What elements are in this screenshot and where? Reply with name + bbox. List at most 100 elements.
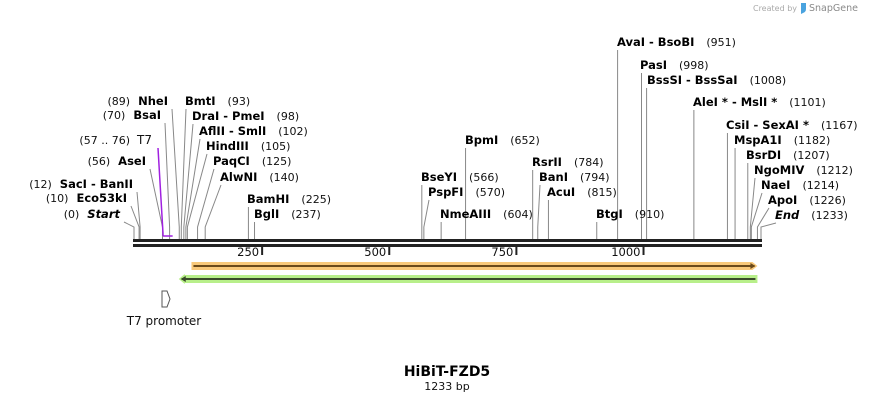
credit-prefix: Created by bbox=[753, 4, 797, 13]
ruler-tick bbox=[261, 247, 264, 255]
site-position: (1212) bbox=[816, 164, 853, 177]
arrow-left-icon bbox=[180, 276, 186, 282]
site-aflii-smli[interactable]: AflII - SmlI (102) bbox=[199, 124, 308, 138]
site-bseyi[interactable]: BseYI (566) bbox=[421, 170, 499, 184]
site-btgi[interactable]: BtgI (910) bbox=[596, 207, 664, 221]
site-name: NaeI bbox=[761, 178, 790, 192]
site-naei[interactable]: NaeI (1214) bbox=[761, 178, 839, 192]
site-bmti[interactable]: BmtI (93) bbox=[185, 94, 250, 108]
ruler-tick-label: 500 bbox=[364, 245, 386, 259]
site-rsrii[interactable]: RsrII (784) bbox=[532, 155, 604, 169]
credit-brand: SnapGene bbox=[809, 3, 858, 14]
primer-label: T7 bbox=[136, 133, 152, 147]
site-name: PspFI bbox=[428, 185, 463, 199]
site-acui[interactable]: AcuI (815) bbox=[547, 185, 617, 199]
site-name: BseYI bbox=[421, 170, 457, 184]
site-bsai[interactable]: BsaI (70) bbox=[103, 108, 161, 122]
site-position: (102) bbox=[278, 125, 308, 138]
site-start[interactable]: Start (0) bbox=[64, 207, 121, 221]
ruler-tick-label: 750 bbox=[491, 245, 513, 259]
site-name: Start bbox=[87, 207, 120, 221]
site-position: (93) bbox=[228, 95, 251, 108]
site-position: (105) bbox=[261, 140, 291, 153]
site-end[interactable]: End (1233) bbox=[775, 208, 848, 222]
site-position: (1167) bbox=[821, 119, 858, 132]
site-bamhi[interactable]: BamHI (225) bbox=[247, 192, 331, 206]
site-name: RsrII bbox=[532, 155, 562, 169]
site-drai-pmei[interactable]: DraI - PmeI (98) bbox=[192, 109, 299, 123]
site-position: (1182) bbox=[794, 134, 831, 147]
site-name: MspA1I bbox=[734, 133, 782, 147]
site-position: (125) bbox=[262, 155, 292, 168]
site-hindiii[interactable]: HindIII (105) bbox=[206, 139, 290, 153]
site-name: NgoMIV bbox=[754, 163, 804, 177]
site-position: (794) bbox=[580, 171, 610, 184]
site-csii-sexai[interactable]: CsiI - SexAI * (1167) bbox=[726, 118, 858, 132]
orange-feature[interactable] bbox=[191, 262, 758, 270]
site-pspfi[interactable]: PspFI (570) bbox=[428, 185, 505, 199]
site-name: BssSI - BssSaI bbox=[647, 73, 738, 87]
site-apoi[interactable]: ApoI (1226) bbox=[768, 193, 846, 207]
site-bgli[interactable]: BglI (237) bbox=[254, 207, 321, 221]
cut-line bbox=[204, 184, 222, 239]
site-position: (0) bbox=[64, 208, 80, 221]
site-position: (140) bbox=[269, 171, 299, 184]
site-asei[interactable]: AseI (56) bbox=[88, 154, 146, 168]
sequence-name: HiBiT-FZD5 bbox=[404, 364, 490, 380]
primer-t7[interactable]: (57 .. 76) T7 bbox=[79, 133, 173, 237]
site-paqci[interactable]: PaqCI (125) bbox=[213, 154, 291, 168]
site-name: PasI bbox=[640, 58, 667, 72]
cut-line bbox=[123, 221, 135, 239]
site-position: (1008) bbox=[750, 74, 787, 87]
sequence-backbone[interactable] bbox=[133, 239, 762, 247]
site-name: BsaI bbox=[133, 108, 161, 122]
site-eco53ki[interactable]: Eco53kI (10) bbox=[46, 191, 127, 205]
site-nmeaiii[interactable]: NmeAIII (604) bbox=[440, 207, 533, 221]
site-position: (1233) bbox=[811, 209, 848, 222]
site-position: (566) bbox=[469, 171, 499, 184]
cut-line bbox=[180, 108, 187, 239]
site-name: BmtI bbox=[185, 94, 216, 108]
primer-range: (57 .. 76) bbox=[79, 134, 130, 147]
site-name: NmeAIII bbox=[440, 207, 491, 221]
site-position: (951) bbox=[706, 36, 736, 49]
site-name: NheI bbox=[138, 94, 168, 108]
site-pasi[interactable]: PasI (998) bbox=[640, 58, 709, 72]
site-alwni[interactable]: AlwNI (140) bbox=[220, 170, 299, 184]
site-name: CsiI - SexAI * bbox=[726, 118, 809, 132]
arrow-right-icon bbox=[750, 263, 756, 269]
site-position: (56) bbox=[88, 155, 111, 168]
cut-line bbox=[197, 168, 215, 239]
restriction-site-labels: Start (0) Eco53kI (10)SacI - BanII (12) AseI (… bbox=[29, 35, 857, 222]
site-name: AseI bbox=[118, 154, 146, 168]
ruler-tick bbox=[388, 247, 391, 255]
site-position: (998) bbox=[679, 59, 709, 72]
site-position: (815) bbox=[587, 186, 617, 199]
green-feature[interactable] bbox=[178, 274, 758, 284]
site-name: SacI - BanII bbox=[60, 177, 133, 191]
site-name: BtgI bbox=[596, 207, 623, 221]
site-position: (652) bbox=[510, 134, 540, 147]
site-nhei[interactable]: NheI (89) bbox=[108, 94, 168, 108]
promoter-label: T7 promoter bbox=[126, 314, 202, 328]
site-name: Eco53kI bbox=[76, 191, 127, 205]
site-name: BamHI bbox=[247, 192, 289, 206]
site-saci-banii[interactable]: SacI - BanII (12) bbox=[29, 177, 133, 191]
site-name: AlwNI bbox=[220, 170, 257, 184]
cut-line bbox=[164, 122, 171, 239]
site-avai-bsobi[interactable]: AvaI - BsoBI (951) bbox=[617, 35, 736, 49]
site-position: (604) bbox=[503, 208, 533, 221]
site-name: ApoI bbox=[768, 193, 797, 207]
site-bsrdi[interactable]: BsrDI (1207) bbox=[746, 148, 830, 162]
site-ngomiv[interactable]: NgoMIV (1212) bbox=[754, 163, 853, 177]
site-bsssi-bsssai[interactable]: BssSI - BssSaI (1008) bbox=[647, 73, 786, 87]
site-position: (225) bbox=[301, 193, 331, 206]
site-position: (1226) bbox=[809, 194, 846, 207]
site-alei-msli[interactable]: AleI * - MslI * (1101) bbox=[693, 95, 826, 109]
t7-promoter-feature[interactable]: T7 promoter bbox=[126, 290, 202, 328]
site-name: HindIII bbox=[206, 139, 249, 153]
site-bpmi[interactable]: BpmI (652) bbox=[465, 133, 540, 147]
site-mspa1i[interactable]: MspA1I (1182) bbox=[734, 133, 830, 147]
site-bani[interactable]: BanI (794) bbox=[539, 170, 610, 184]
